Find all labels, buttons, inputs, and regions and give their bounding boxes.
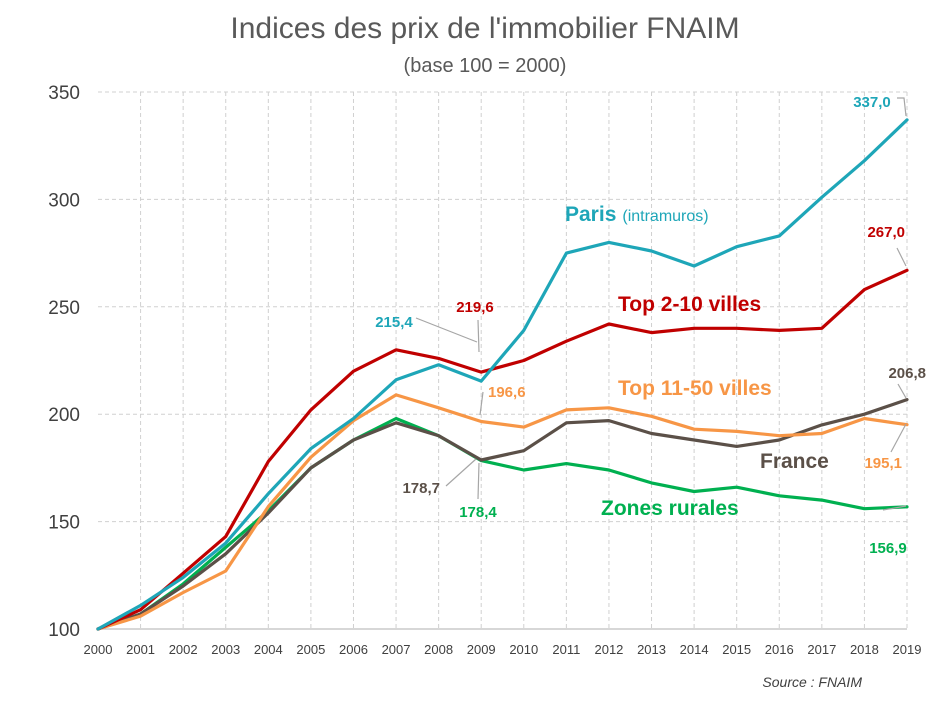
data-label-top1150: 196,6: [488, 384, 526, 401]
x-tick-label: 2003: [211, 642, 240, 657]
series-lines: [96, 118, 909, 631]
series-name-top1150: Top 11-50 villes: [618, 377, 772, 400]
series-line-france: [96, 398, 909, 631]
data-label-top210: 267,0: [867, 224, 905, 241]
leader-line: [882, 505, 907, 511]
x-tick-label: 2004: [254, 642, 283, 657]
x-tick-label: 2000: [84, 642, 113, 657]
series-name-paris: Paris (intramuros): [565, 203, 709, 226]
chart-subtitle: (base 100 = 2000): [404, 55, 567, 77]
y-tick-label: 250: [48, 298, 80, 319]
data-label-top1150: 195,1: [864, 455, 902, 472]
x-tick-label: 2008: [424, 642, 453, 657]
data-label-paris: 337,0: [853, 94, 891, 111]
series-line-top210: [96, 268, 909, 631]
x-tick-label: 2013: [637, 642, 666, 657]
series-line-top1150: [96, 393, 909, 631]
y-tick-label: 200: [48, 405, 80, 426]
data-label-france: 206,8: [888, 365, 926, 382]
x-tick-label: 2010: [509, 642, 538, 657]
leader-line: [445, 458, 477, 487]
x-tick-label: 2007: [382, 642, 411, 657]
x-tick-label: 2016: [765, 642, 794, 657]
leader-line: [897, 97, 907, 117]
leader-line: [479, 391, 484, 416]
x-tick-label: 2019: [893, 642, 922, 657]
y-tick-label: 100: [48, 620, 80, 641]
chart-title: Indices des prix de l'immobilier FNAIM: [230, 12, 739, 45]
series-line-rural: [96, 416, 909, 631]
x-tick-label: 2015: [722, 642, 751, 657]
data-label-rural: 178,4: [459, 504, 497, 521]
series-name-france: France: [760, 450, 829, 473]
x-tick-label: 2014: [680, 642, 709, 657]
gridlines: [98, 91, 908, 629]
y-tick-label: 350: [48, 83, 80, 104]
x-tick-label: 2018: [850, 642, 879, 657]
data-label-top210: 219,6: [456, 299, 494, 316]
series-name-sub-paris: (intramuros): [622, 208, 708, 225]
x-tick-label: 2011: [552, 642, 580, 657]
x-tick-label: 2005: [296, 642, 325, 657]
x-tick-label: 2009: [467, 642, 496, 657]
leader-line: [415, 317, 478, 343]
data-label-paris: 215,4: [375, 314, 413, 331]
axes: 100 150 200 250 300 350 2000 2001 2002 2003 2004 20…: [48, 83, 921, 657]
x-tick-label: 2012: [594, 642, 623, 657]
leader-line: [897, 383, 907, 399]
series-name-top210: Top 2-10 villes: [618, 293, 761, 316]
y-tick-label: 300: [48, 190, 80, 211]
data-label-rural: 156,9: [869, 540, 907, 557]
series-line-paris: [96, 118, 909, 631]
data-labels: 337,0 215,4 267,0 219,6 196,6 195,1 206,8 178,7…: [375, 94, 926, 557]
data-label-france: 178,7: [402, 480, 440, 497]
y-tick-label: 150: [48, 513, 80, 534]
series-name-rural: Zones rurales: [601, 497, 739, 520]
leader-line: [477, 319, 480, 353]
x-tick-label: 2002: [169, 642, 198, 657]
x-tick-label: 2006: [339, 642, 368, 657]
x-tick-label: 2001: [126, 642, 155, 657]
leader-line: [477, 462, 480, 500]
source-note: Source : FNAIM: [762, 674, 862, 690]
leader-lines: [415, 97, 907, 511]
leader-line: [890, 423, 907, 453]
x-tick-label: 2017: [807, 642, 836, 657]
series-names: Paris (intramuros) Top 2-10 villes Top 11-5…: [565, 203, 829, 520]
leader-line: [896, 247, 907, 267]
